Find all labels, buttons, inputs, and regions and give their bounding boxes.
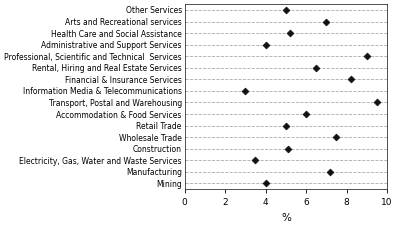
X-axis label: %: % [281,213,291,223]
